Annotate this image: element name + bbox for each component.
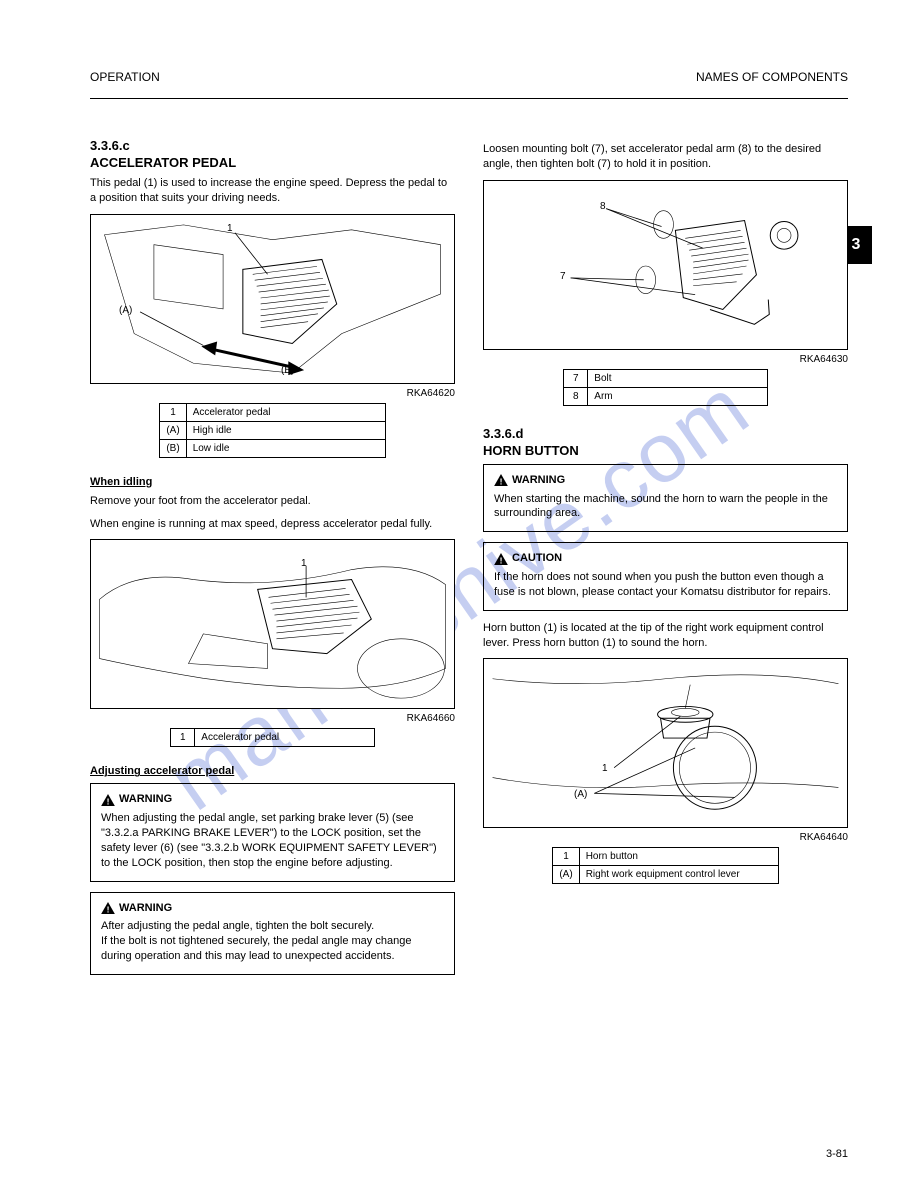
callout-A: (A) bbox=[574, 789, 587, 800]
table-row: 1Accelerator pedal bbox=[160, 403, 385, 421]
legend-key: 1 bbox=[160, 403, 186, 421]
section-number: 3.3.6.d bbox=[483, 426, 848, 441]
section-title: ACCELERATOR PEDAL bbox=[90, 155, 455, 170]
callout-8: 8 bbox=[600, 201, 606, 212]
svg-text:!: ! bbox=[500, 476, 503, 486]
warning-icon: ! bbox=[494, 474, 508, 486]
table-row: 1Accelerator pedal bbox=[171, 729, 374, 747]
legend-key: (A) bbox=[160, 421, 186, 439]
header-right: NAMES OF COMPONENTS bbox=[696, 70, 848, 84]
caution-box: ! CAUTION If the horn does not sound whe… bbox=[483, 542, 848, 611]
legend-label: Horn button bbox=[579, 848, 778, 866]
figure1-caption: RKA64620 bbox=[90, 388, 455, 399]
figure1-svg bbox=[91, 215, 454, 383]
legend-key: 1 bbox=[171, 729, 195, 747]
warning-icon: ! bbox=[101, 902, 115, 914]
callout-A: (A) bbox=[119, 305, 132, 316]
caution-header: ! CAUTION bbox=[494, 551, 562, 566]
figure4-legend: 1Horn button (A)Right work equipment con… bbox=[552, 847, 778, 884]
callout-B: (B) bbox=[281, 365, 294, 376]
legend-key: 8 bbox=[564, 387, 588, 405]
legend-label: High idle bbox=[186, 421, 385, 439]
header-left: OPERATION bbox=[90, 70, 160, 84]
table-row: 8Arm bbox=[564, 387, 767, 405]
section-body: Horn button (1) is located at the tip of… bbox=[483, 621, 848, 651]
warning-body: After adjusting the pedal angle, tighten… bbox=[101, 919, 444, 964]
callout-1: 1 bbox=[602, 763, 608, 774]
footer-page-number: 3-81 bbox=[826, 1148, 848, 1160]
legend-key: (A) bbox=[553, 866, 579, 884]
caution-body: If the horn does not sound when you push… bbox=[494, 570, 837, 600]
figure4-caption: RKA64640 bbox=[483, 832, 848, 843]
figure3-caption: RKA64630 bbox=[483, 354, 848, 365]
sub-body: When engine is running at max speed, dep… bbox=[90, 517, 455, 532]
caution-label: CAUTION bbox=[512, 551, 562, 566]
section-number: 3.3.6.c bbox=[90, 138, 455, 153]
figure2-svg bbox=[91, 540, 454, 708]
warning-label: WARNING bbox=[119, 792, 172, 807]
page: OPERATION NAMES OF COMPONENTS 3 manualsh… bbox=[0, 0, 918, 1188]
legend-label: Right work equipment control lever bbox=[579, 866, 778, 884]
header-rule bbox=[90, 98, 848, 99]
table-row: 1Horn button bbox=[553, 848, 778, 866]
legend-label: Accelerator pedal bbox=[195, 729, 374, 747]
legend-label: Arm bbox=[588, 387, 767, 405]
figure3-svg bbox=[484, 181, 847, 349]
figure-pedal-idle: 1 bbox=[90, 539, 455, 709]
figure-accelerator-pedal: 1 (A) (B) bbox=[90, 214, 455, 384]
callout-1: 1 bbox=[301, 558, 307, 569]
subsection-title: Adjusting accelerator pedal bbox=[90, 765, 455, 777]
warning-box: ! WARNING When adjusting the pedal angle… bbox=[90, 783, 455, 881]
warning-label: WARNING bbox=[512, 473, 565, 488]
warning-body: When adjusting the pedal angle, set park… bbox=[101, 811, 444, 870]
warning-header: ! WARNING bbox=[101, 792, 172, 807]
legend-key: (B) bbox=[160, 439, 186, 457]
legend-label: Accelerator pedal bbox=[186, 403, 385, 421]
callout-1: 1 bbox=[227, 223, 233, 234]
figure3-legend: 7Bolt 8Arm bbox=[563, 369, 767, 406]
warning-icon: ! bbox=[101, 794, 115, 806]
warning-body: When starting the machine, sound the hor… bbox=[494, 492, 837, 522]
callout-7: 7 bbox=[560, 271, 566, 282]
warning-icon: ! bbox=[494, 553, 508, 565]
section-body: This pedal (1) is used to increase the e… bbox=[90, 176, 455, 206]
figure2-caption: RKA64660 bbox=[90, 713, 455, 724]
svg-text:!: ! bbox=[107, 904, 110, 914]
legend-label: Bolt bbox=[588, 369, 767, 387]
section-title: HORN BUTTON bbox=[483, 443, 848, 458]
sub-body: Remove your foot from the accelerator pe… bbox=[90, 494, 455, 509]
table-row: 7Bolt bbox=[564, 369, 767, 387]
figure1-legend: 1Accelerator pedal (A)High idle (B)Low i… bbox=[159, 403, 385, 458]
warning-box: ! WARNING When starting the machine, sou… bbox=[483, 464, 848, 533]
table-row: (B)Low idle bbox=[160, 439, 385, 457]
left-column: 3.3.6.c ACCELERATOR PEDAL This pedal (1)… bbox=[90, 138, 455, 1138]
subsection-title: When idling bbox=[90, 476, 455, 488]
legend-key: 7 bbox=[564, 369, 588, 387]
figure2-legend: 1Accelerator pedal bbox=[170, 728, 374, 747]
section-body: Loosen mounting bolt (7), set accelerato… bbox=[483, 142, 848, 172]
table-row: (A)High idle bbox=[160, 421, 385, 439]
right-column: Loosen mounting bolt (7), set accelerato… bbox=[483, 138, 848, 1138]
warning-header: ! WARNING bbox=[494, 473, 565, 488]
figure4-svg bbox=[484, 659, 847, 827]
figure-horn-button: 1 (A) bbox=[483, 658, 848, 828]
warning-header: ! WARNING bbox=[101, 901, 172, 916]
table-row: (A)Right work equipment control lever bbox=[553, 866, 778, 884]
two-column-layout: 3.3.6.c ACCELERATOR PEDAL This pedal (1)… bbox=[90, 138, 848, 1138]
legend-label: Low idle bbox=[186, 439, 385, 457]
svg-text:!: ! bbox=[107, 796, 110, 806]
figure-pedal-adjust: 8 7 bbox=[483, 180, 848, 350]
warning-label: WARNING bbox=[119, 901, 172, 916]
svg-text:!: ! bbox=[500, 555, 503, 565]
legend-key: 1 bbox=[553, 848, 579, 866]
warning-box: ! WARNING After adjusting the pedal angl… bbox=[90, 892, 455, 975]
